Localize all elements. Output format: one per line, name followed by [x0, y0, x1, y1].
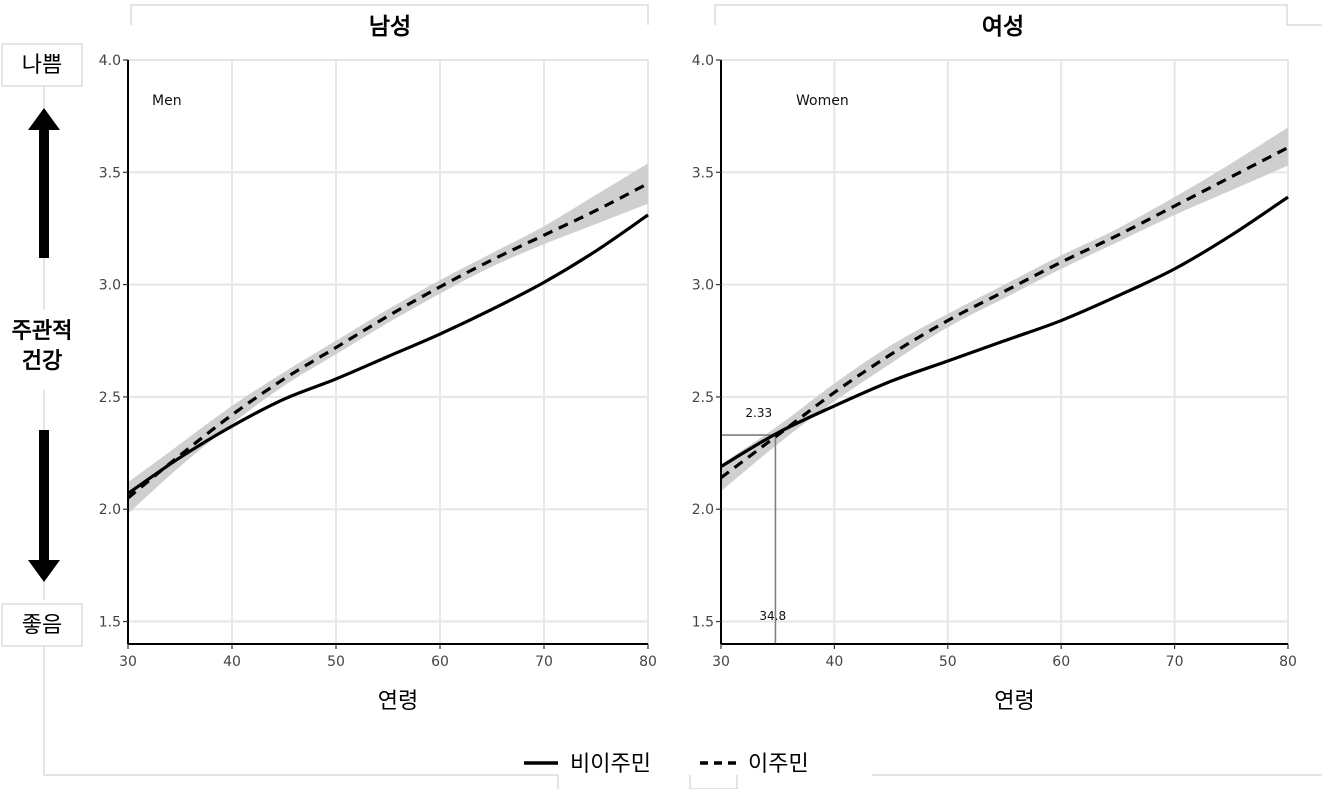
x-tick-label: 40 [223, 654, 241, 670]
annotation-y-label: 2.33 [745, 406, 772, 420]
confidence-band [721, 127, 1288, 492]
series-line-migrant [126, 182, 649, 500]
x-axis-label: 연령 [994, 689, 1034, 714]
y-tick-label: 2.5 [99, 390, 121, 406]
x-tick-label: 80 [639, 654, 657, 670]
arrow-down-icon [28, 430, 60, 582]
x-tick-label: 30 [712, 654, 730, 670]
x-tick-label: 30 [119, 654, 137, 670]
y-tick-label: 1.5 [99, 615, 121, 631]
panel-women: 여성 2.33 34.8 1.5 2.0 2.5 3.0 3.5 4.0 30 40 50 60 70 80… [692, 14, 1297, 714]
y-tick-label: 1.5 [692, 615, 714, 631]
legend-solid-label: 비이주민 [570, 752, 651, 777]
side-label-bad: 나쁨 [22, 53, 62, 78]
x-tick-label: 60 [431, 654, 449, 670]
y-tick-label: 3.5 [99, 165, 121, 181]
side-labels: 나쁨 주관적 건강 좋음 [1, 43, 83, 647]
x-tick-label: 70 [535, 654, 553, 670]
y-tick-label: 3.5 [692, 165, 714, 181]
series-line-nonmigrant [127, 213, 649, 495]
side-label-good: 좋음 [22, 613, 62, 638]
side-box-bottom [1, 603, 83, 647]
y-tick-label: 4.0 [692, 53, 714, 69]
y-tick-label: 2.0 [692, 502, 714, 518]
panel-note: Men [152, 93, 182, 109]
panel-men: 남성 1.5 2.0 2.5 3.0 3.5 4.0 30 40 50 60 70 80 연령 Men [99, 14, 657, 714]
side-box-top [1, 43, 83, 87]
y-tick-label: 3.0 [99, 278, 121, 294]
confidence-band [128, 163, 648, 514]
series-line-nonmigrant [720, 195, 1289, 468]
y-tick-label: 2.0 [99, 502, 121, 518]
x-tick-label: 80 [1279, 654, 1297, 670]
side-label-health: 건강 [22, 349, 62, 374]
y-tick-label: 3.0 [692, 278, 714, 294]
x-axis-label: 연령 [378, 689, 418, 714]
x-tick-label: 50 [939, 654, 957, 670]
legend-dashed-label: 이주민 [748, 752, 809, 777]
legend: 비이주민 이주민 [524, 752, 809, 777]
arrow-up-icon [28, 108, 60, 258]
panel-title: 여성 [982, 14, 1024, 40]
series-line-migrant [720, 146, 1289, 480]
y-tick-label: 4.0 [99, 53, 121, 69]
panel-note: Women [796, 93, 849, 109]
side-label-subjective: 주관적 [12, 319, 73, 344]
x-tick-label: 50 [327, 654, 345, 670]
x-tick-label: 60 [1052, 654, 1070, 670]
panel-title: 남성 [369, 14, 411, 40]
x-tick-label: 40 [825, 654, 843, 670]
annotation-x-label: 34.8 [759, 609, 786, 623]
x-tick-label: 70 [1166, 654, 1184, 670]
y-tick-label: 2.5 [692, 390, 714, 406]
